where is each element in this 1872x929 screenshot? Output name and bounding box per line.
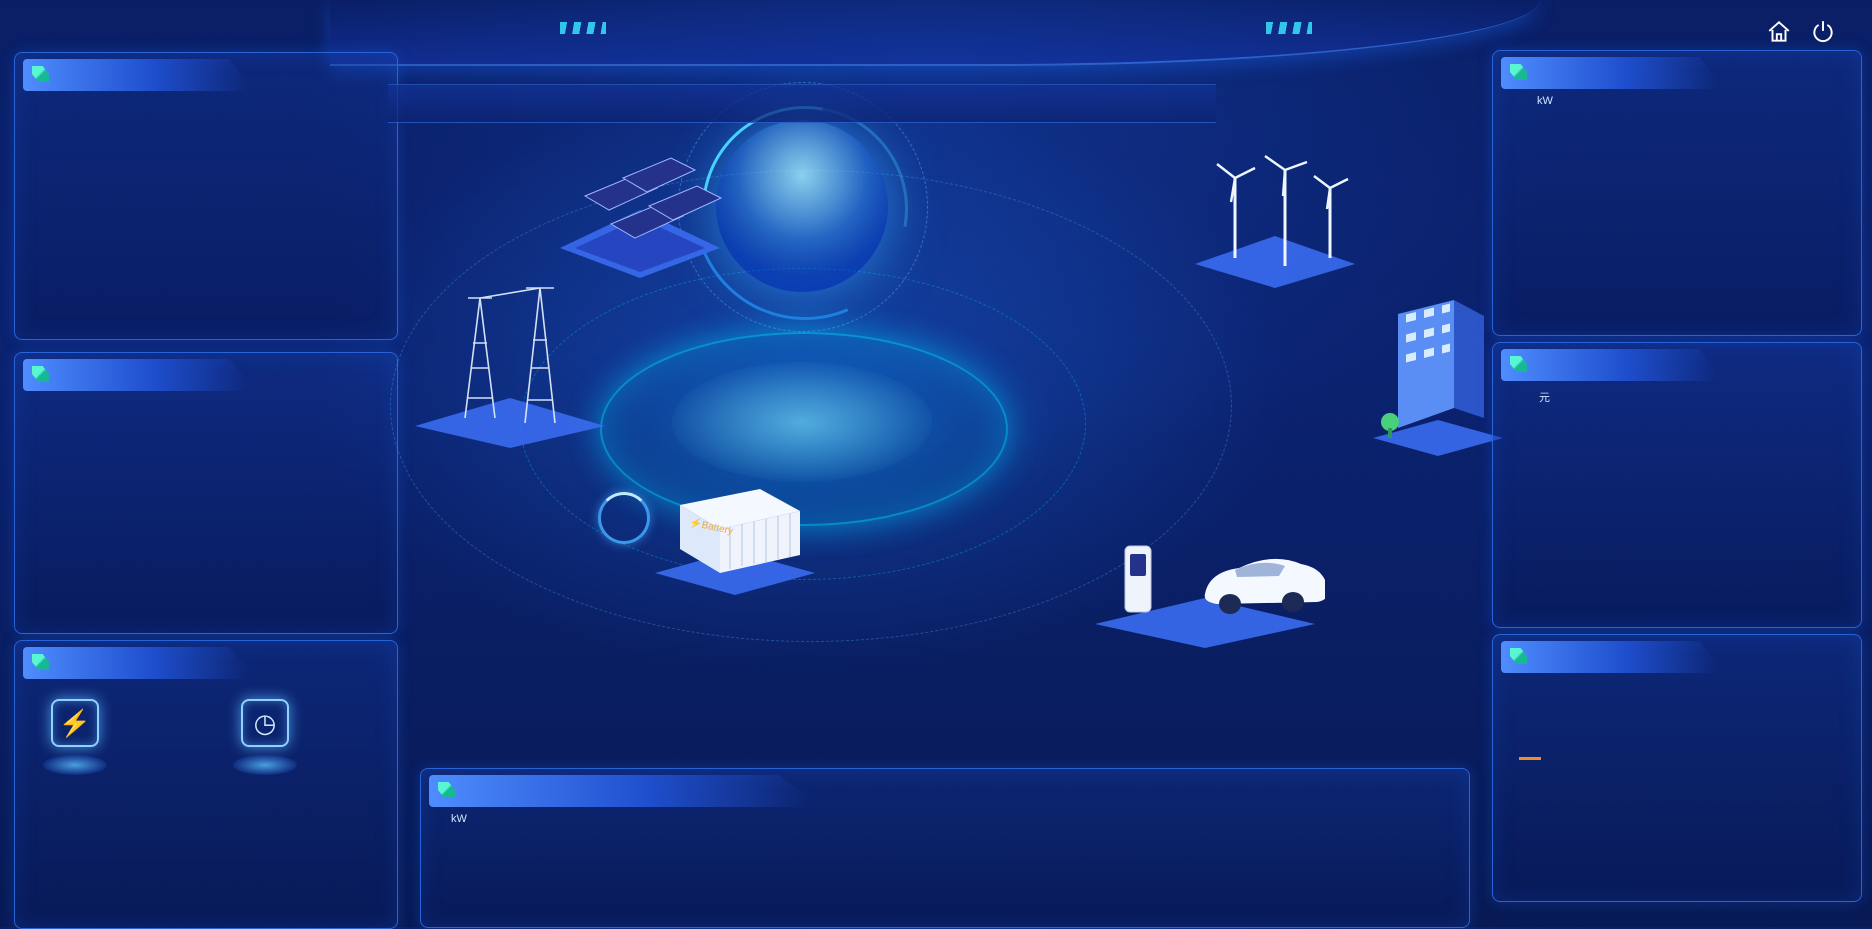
- charger-node: [1085, 498, 1328, 653]
- cost-y-unit: 元: [1539, 392, 1550, 404]
- battery-container-icon: ⚡Battery: [655, 489, 815, 595]
- panel-energy-ranking: [1492, 634, 1862, 902]
- title-decor-left: [560, 22, 606, 34]
- generation-pedestal: ⚡: [43, 699, 107, 775]
- cost-compare-chart: [1501, 403, 1853, 619]
- header-swoosh: [330, 0, 1540, 66]
- panel-project-header: [23, 59, 389, 91]
- wind-turbines-icon: [1195, 155, 1355, 288]
- hours-pedestal: ◷: [233, 699, 297, 775]
- center-sphere: [716, 120, 888, 292]
- transmission-towers-icon: [415, 287, 605, 448]
- demand-curve-chart: [443, 823, 1447, 925]
- panel-usage-analysis: [14, 352, 398, 634]
- clock-icon: ◷: [241, 699, 289, 747]
- panel-corner-icon: [32, 366, 49, 382]
- ev-charging-icon: [1095, 545, 1328, 648]
- panel-demand-header: [429, 775, 1049, 807]
- panel-corner-icon: [1510, 356, 1527, 372]
- lightning-icon: ⚡: [51, 699, 99, 747]
- wind-node: [1185, 118, 1365, 293]
- panel-power-curve: kW: [1492, 50, 1862, 336]
- building-icon: [1373, 300, 1503, 456]
- panel-corner-icon: [1510, 648, 1527, 664]
- panel-demand-curve: kW: [420, 768, 1470, 928]
- title-decor-right: [1266, 22, 1312, 34]
- solar-panels-icon: [560, 157, 723, 278]
- load-node: [1368, 290, 1508, 465]
- panel-cost-compare: 元: [1492, 342, 1862, 628]
- svg-text:⚡Battery: ⚡Battery: [688, 515, 734, 537]
- list-scroll-indicator: [1519, 757, 1541, 760]
- panel-rank-header: [1501, 641, 1853, 673]
- storage-node: ⚡Battery: [645, 455, 825, 600]
- power-curve-chart: [1501, 109, 1853, 327]
- demand-y-unit: kW: [451, 813, 467, 825]
- panel-corner-icon: [438, 782, 455, 798]
- home-icon: [1768, 20, 1790, 42]
- panel-corner-icon: [32, 654, 49, 670]
- power-icon: [1813, 21, 1833, 43]
- panel-project-info: [14, 52, 398, 340]
- panel-corner-icon: [32, 66, 49, 82]
- home-button[interactable]: [1762, 16, 1796, 48]
- panel-power-header: [1501, 57, 1853, 89]
- panel-usage-header: [23, 359, 389, 391]
- panel-benefit-header: [23, 647, 389, 679]
- panel-cost-header: [1501, 349, 1853, 381]
- transformer-load-gauge: [598, 492, 650, 544]
- ranking-table-body: [1507, 765, 1847, 881]
- power-y-unit: kW: [1537, 95, 1553, 107]
- solar-node: [545, 148, 735, 283]
- power-button[interactable]: [1806, 16, 1840, 48]
- stats-bar: [388, 84, 1216, 123]
- panel-social-benefit: ⚡ ◷: [14, 640, 398, 929]
- grid-node: [405, 258, 615, 453]
- panel-corner-icon: [1510, 64, 1527, 80]
